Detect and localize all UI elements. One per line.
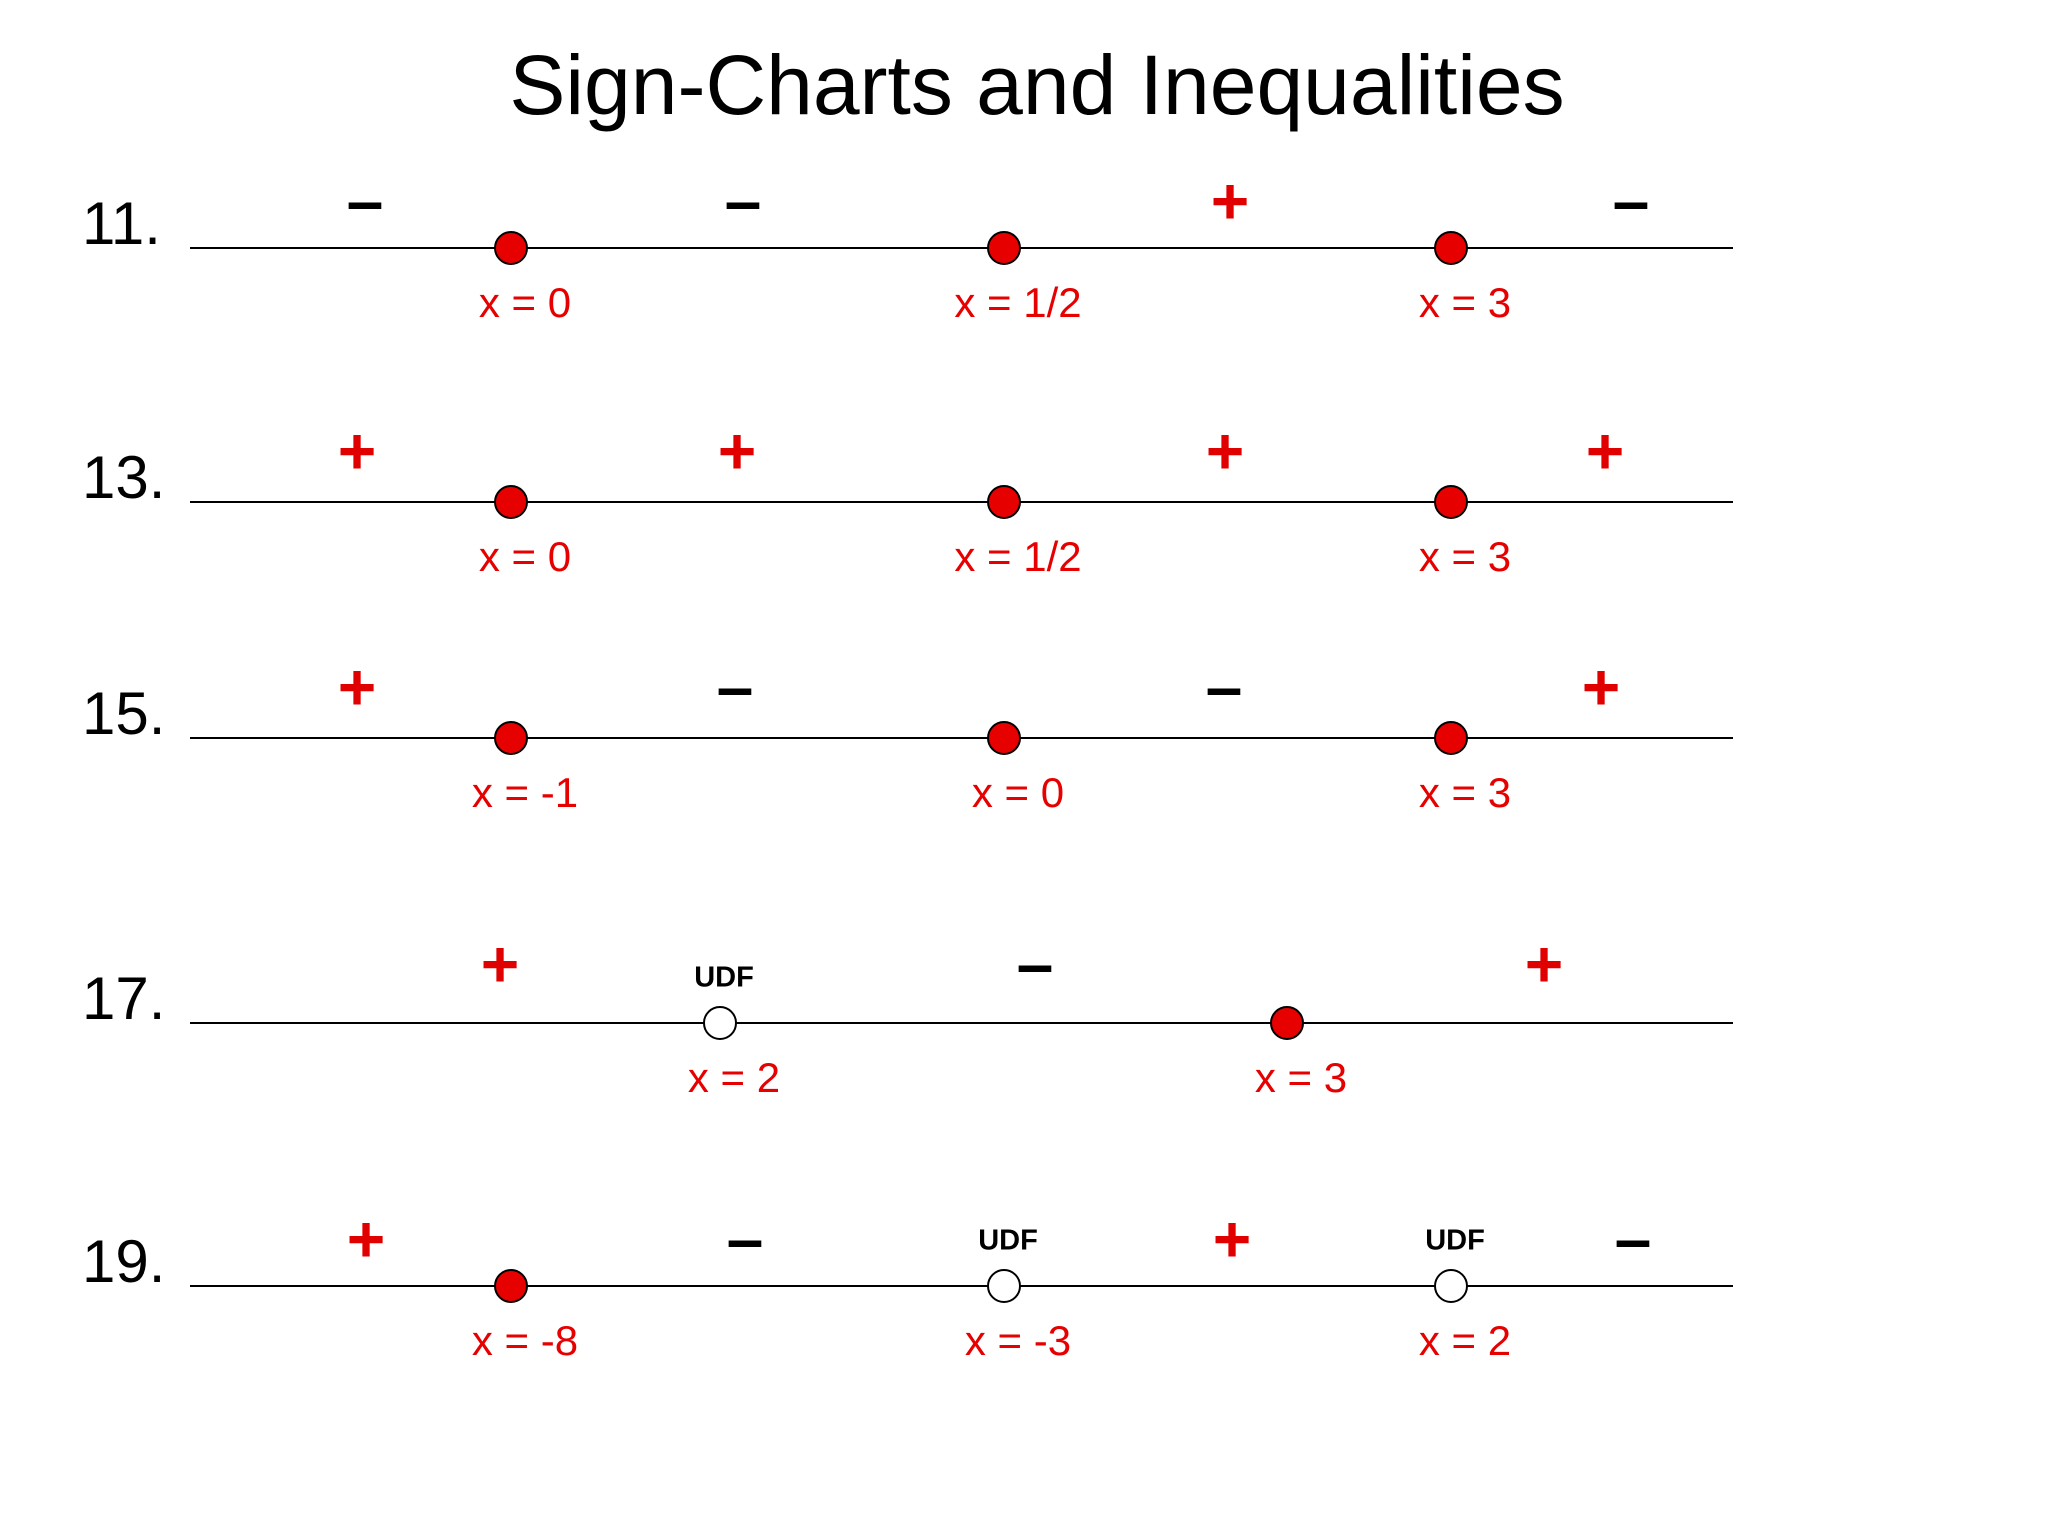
sign: +: [338, 413, 377, 487]
filled-point: [494, 485, 528, 519]
point-label: x = 3: [1255, 1054, 1347, 1101]
sign: +: [1206, 413, 1245, 487]
point-label: x = 0: [479, 533, 571, 580]
problem-number: 11.: [82, 190, 161, 257]
problem-number: 13.: [82, 444, 165, 511]
sign: +: [1211, 163, 1250, 237]
filled-point: [494, 721, 528, 755]
problem-number: 19.: [82, 1228, 165, 1295]
sign: +: [481, 926, 520, 1000]
problem-number: 17.: [82, 965, 165, 1032]
sign: +: [1525, 926, 1564, 1000]
point-label: x = 3: [1419, 769, 1511, 816]
point-label: x = 3: [1419, 279, 1511, 326]
sign: +: [338, 649, 377, 723]
point-label: x = 2: [1419, 1317, 1511, 1364]
open-point: [987, 1269, 1021, 1303]
sign: –: [717, 649, 754, 723]
point-label: x = -1: [472, 769, 578, 816]
sign: +: [718, 413, 757, 487]
udf-label: UDF: [1425, 1225, 1485, 1257]
sign: –: [347, 163, 384, 237]
filled-point: [987, 721, 1021, 755]
filled-point: [1434, 485, 1468, 519]
sign: +: [1213, 1201, 1252, 1275]
point-label: x = -3: [965, 1317, 1071, 1364]
point-label: x = 2: [688, 1054, 780, 1101]
filled-point: [1434, 721, 1468, 755]
sign: –: [1017, 926, 1054, 1000]
udf-label: UDF: [694, 962, 754, 994]
filled-point: [1270, 1006, 1304, 1040]
sign: +: [1582, 649, 1621, 723]
point-label: x = -8: [472, 1317, 578, 1364]
filled-point: [987, 485, 1021, 519]
problem-number: 15.: [82, 680, 165, 747]
filled-point: [1434, 231, 1468, 265]
title: Sign-Charts and Inequalities: [509, 38, 1564, 132]
sign: –: [1615, 1201, 1652, 1275]
point-label: x = 3: [1419, 533, 1511, 580]
point-label: x = 0: [479, 279, 571, 326]
sign: +: [347, 1201, 386, 1275]
sign: –: [1613, 163, 1650, 237]
sign: –: [1206, 649, 1243, 723]
udf-label: UDF: [978, 1225, 1038, 1257]
filled-point: [494, 231, 528, 265]
open-point: [703, 1006, 737, 1040]
filled-point: [987, 231, 1021, 265]
sign: +: [1586, 413, 1625, 487]
sign: –: [725, 163, 762, 237]
filled-point: [494, 1269, 528, 1303]
point-label: x = 1/2: [954, 533, 1081, 580]
sign: –: [727, 1201, 764, 1275]
open-point: [1434, 1269, 1468, 1303]
point-label: x = 1/2: [954, 279, 1081, 326]
point-label: x = 0: [972, 769, 1064, 816]
